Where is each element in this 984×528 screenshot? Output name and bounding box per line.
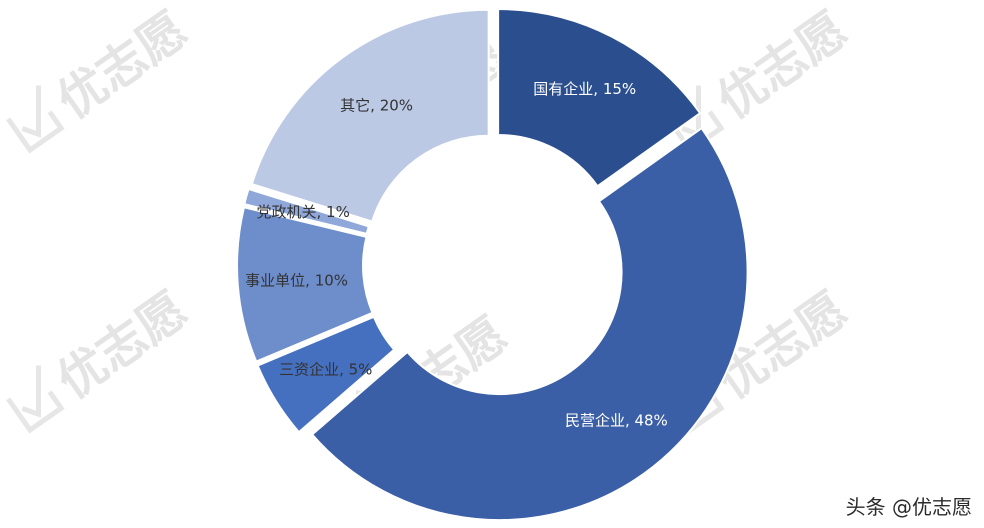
watermark-1: 优志愿 (6, 2, 197, 154)
slice-3 (256, 315, 396, 434)
slice-6 (250, 8, 490, 223)
watermark-text: 优志愿 (707, 2, 857, 130)
credit-text: 头条 @优志愿 (845, 495, 972, 519)
slice-label-2: 民营企业, 48% (565, 412, 668, 430)
slice-layer (236, 8, 749, 522)
slice-label-6: 其它, 20% (340, 97, 413, 115)
slice-label-1: 国有企业, 15% (533, 80, 636, 98)
watermark-check-icon (6, 85, 65, 154)
label-layer: 国有企业, 15% 民营企业, 48% 三资企业, 5% 事业单位, 10% 党政机关,… (245, 80, 668, 430)
slice-label-5: 党政机关, 1% (256, 203, 349, 221)
slice-4 (236, 206, 374, 363)
watermark-check-icon (6, 365, 65, 434)
watermark-text: 优志愿 (47, 282, 197, 410)
slice-label-3: 三资企业, 5% (279, 360, 372, 378)
watermark-text: 优志愿 (47, 2, 197, 130)
slice-5 (243, 187, 371, 236)
slice-label-4: 事业单位, 10% (245, 272, 348, 290)
slice-2 (310, 126, 749, 522)
watermark-4: 优志愿 (6, 282, 197, 434)
slice-1 (497, 8, 702, 188)
